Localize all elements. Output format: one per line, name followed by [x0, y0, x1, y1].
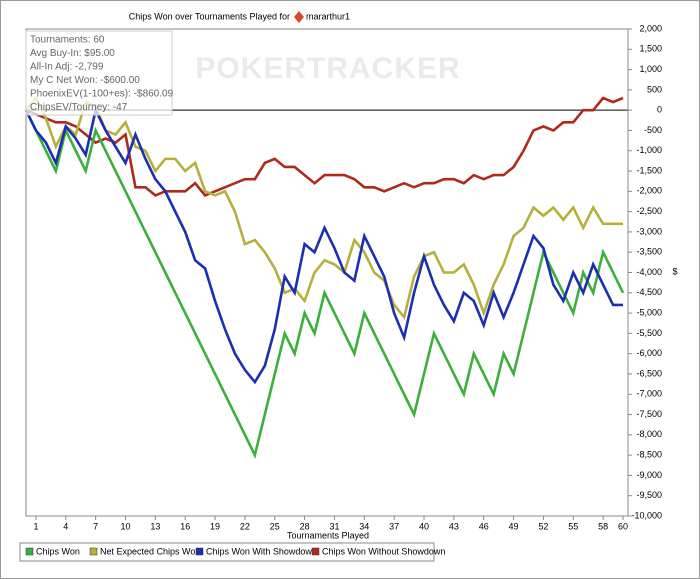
y-tick-label: -8,500: [636, 450, 662, 460]
legend-swatch: [89, 547, 98, 556]
info-line: All-In Adj: -2,799: [30, 62, 104, 73]
y-tick-label: -5,500: [636, 328, 662, 338]
x-tick-label: 37: [389, 521, 399, 531]
y-axis-label: $: [672, 266, 677, 276]
series-line: [24, 95, 624, 320]
legend-swatch: [311, 547, 320, 556]
legend-swatch: [195, 547, 204, 556]
x-tick-label: 25: [270, 521, 280, 531]
y-tick-label: -5,000: [636, 307, 662, 317]
y-tick-label: 2,000: [639, 23, 662, 33]
x-tick-label: 22: [240, 521, 250, 531]
info-line: PhoenixEV(1-100+es): -$860.09: [30, 89, 174, 100]
watermark: POKERTRACKER: [195, 52, 460, 85]
legend-label: Chips Won With Showdown: [206, 546, 317, 556]
series-line: [24, 109, 625, 459]
info-line: ChipsEV/Tourney: -47: [30, 102, 128, 113]
y-tick-label: -9,500: [636, 490, 662, 500]
y-tick-label: 1,000: [639, 64, 662, 74]
series-line: [25, 96, 624, 197]
y-tick-label: -3,000: [636, 226, 662, 236]
y-tick-label: -6,500: [636, 368, 662, 378]
y-tick-label: -8,000: [636, 429, 662, 439]
y-tick-label: -2,500: [636, 206, 662, 216]
info-box: Tournaments: 60 Avg Buy-In: $95.00 All-In …: [25, 30, 174, 116]
y-tick-label: -500: [644, 125, 662, 135]
x-tick-label: 7: [93, 521, 98, 531]
legend-label: Net Expected Chips Won: [100, 546, 200, 556]
legend-box: [19, 542, 435, 562]
y-tick-label: -7,500: [636, 409, 662, 419]
y-tick-label: -2,000: [636, 186, 662, 196]
info-line: My C Net Won: -$600.00: [30, 75, 140, 86]
player-name: mararthur1: [306, 11, 350, 21]
x-tick-label: 31: [329, 521, 339, 531]
x-tick-label: 13: [150, 521, 160, 531]
legend-label: Chips Won Without Showdown: [322, 546, 445, 556]
x-tick-label: 16: [180, 521, 190, 531]
x-tick-label: 43: [449, 521, 459, 531]
x-tick-label: 49: [509, 521, 519, 531]
x-tick-label: 52: [538, 521, 548, 531]
x-tick-label: 4: [63, 521, 68, 531]
x-tick-label: 40: [419, 521, 429, 531]
y-tick-label: -4,000: [636, 267, 662, 277]
x-axis-label: Tournaments Played: [287, 530, 369, 540]
y-tick-label: -1,500: [636, 165, 662, 175]
y-tick-label: 1,500: [639, 44, 662, 54]
y-tick-label: 0: [657, 105, 662, 115]
info-box-bg: [25, 30, 173, 116]
x-tick-label: 19: [210, 521, 220, 531]
y-tick-label: -6,000: [636, 348, 662, 358]
x-tick-label: 60: [618, 521, 628, 531]
chart-title: Chips Won over Tournaments Played for: [129, 11, 290, 21]
info-line: Avg Buy-In: $95.00: [30, 48, 115, 59]
x-tick-label: 55: [568, 521, 578, 531]
x-tick-label: 1: [33, 521, 38, 531]
x-tick-label: 10: [120, 521, 130, 531]
y-tick-label: -1,000: [636, 145, 662, 155]
y-tick-label: -4,500: [636, 287, 662, 297]
legend: Chips Won Net Expected Chips Won Chips Won…: [25, 546, 445, 556]
y-tick-label: -7,000: [636, 389, 662, 399]
x-tick-label: 46: [479, 521, 489, 531]
info-line: Tournaments: 60: [30, 35, 105, 46]
x-tick-label: 34: [359, 521, 369, 531]
legend-swatch: [25, 547, 34, 556]
player-icon: [294, 11, 304, 23]
y-tick-label: -3,500: [636, 247, 662, 257]
x-tick-label: 28: [300, 521, 310, 531]
legend-label: Chips Won: [36, 546, 80, 556]
series-line: [24, 106, 624, 385]
y-tick-label: -9,000: [636, 470, 662, 480]
y-tick-label: 500: [647, 84, 662, 94]
x-tick-label: 58: [598, 521, 608, 531]
y-tick-label: -10,000: [631, 510, 662, 520]
